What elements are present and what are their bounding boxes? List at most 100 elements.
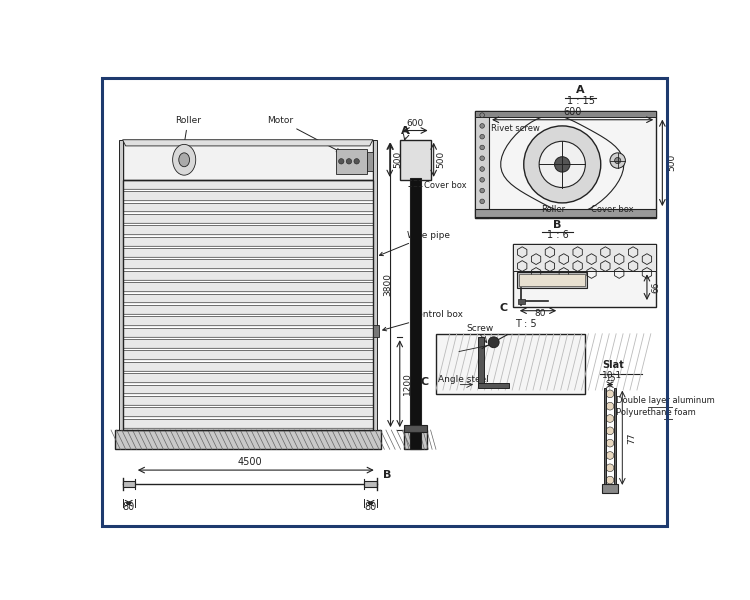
Text: 600: 600 <box>406 119 424 128</box>
Circle shape <box>480 156 484 161</box>
Bar <box>122 328 373 337</box>
Bar <box>122 225 373 234</box>
Text: T : 5: T : 5 <box>514 319 536 329</box>
Bar <box>336 149 367 173</box>
Circle shape <box>480 124 484 128</box>
Text: 77: 77 <box>628 432 637 443</box>
Bar <box>476 110 656 218</box>
Circle shape <box>480 188 484 193</box>
Bar <box>122 396 373 405</box>
Circle shape <box>606 403 613 410</box>
Text: B: B <box>382 470 392 480</box>
Text: 500: 500 <box>393 151 402 169</box>
Bar <box>122 180 373 188</box>
Bar <box>604 388 606 488</box>
Bar <box>436 334 584 394</box>
Bar <box>513 244 656 307</box>
Circle shape <box>354 158 359 164</box>
Text: Double layer aluminum: Double layer aluminum <box>616 396 715 405</box>
Circle shape <box>338 158 344 164</box>
Circle shape <box>614 157 621 164</box>
Text: 1 : 15: 1 : 15 <box>567 97 595 106</box>
Text: A: A <box>401 125 410 136</box>
Circle shape <box>480 199 484 203</box>
Ellipse shape <box>178 153 190 167</box>
Bar <box>122 350 373 359</box>
Bar <box>518 299 525 304</box>
Text: 80: 80 <box>534 309 546 318</box>
Text: Wire pipe: Wire pipe <box>380 230 451 256</box>
Text: Motor: Motor <box>267 116 340 152</box>
Circle shape <box>606 427 613 434</box>
Ellipse shape <box>172 145 196 175</box>
Bar <box>373 325 379 337</box>
Circle shape <box>539 141 585 187</box>
Circle shape <box>606 439 613 447</box>
Text: 66: 66 <box>652 281 661 293</box>
Text: Screw: Screw <box>466 324 494 333</box>
Bar <box>517 272 587 287</box>
Text: 3800: 3800 <box>382 274 392 296</box>
Circle shape <box>606 452 613 460</box>
Bar <box>122 191 373 200</box>
Text: Roller: Roller <box>175 116 201 150</box>
Bar <box>478 337 484 386</box>
Text: B: B <box>554 220 562 230</box>
Text: 4500: 4500 <box>237 457 262 467</box>
Text: C: C <box>499 303 507 313</box>
Bar <box>122 385 373 394</box>
Text: 600: 600 <box>563 107 582 117</box>
Circle shape <box>606 476 613 484</box>
Circle shape <box>480 167 484 172</box>
Bar <box>118 140 122 430</box>
Bar <box>614 388 616 488</box>
Bar <box>404 425 427 431</box>
Circle shape <box>610 153 626 168</box>
Circle shape <box>606 390 613 398</box>
Text: 1200: 1200 <box>403 372 412 395</box>
Bar <box>122 140 373 180</box>
Text: Cover box: Cover box <box>591 205 633 214</box>
Bar <box>122 305 373 314</box>
Bar <box>122 214 373 223</box>
Circle shape <box>346 158 352 164</box>
Circle shape <box>606 464 613 472</box>
Bar <box>122 316 373 325</box>
Text: 500: 500 <box>667 154 676 172</box>
Text: Polyurethane foam: Polyurethane foam <box>616 409 696 418</box>
Bar <box>400 140 430 180</box>
Bar <box>122 407 373 416</box>
Text: 10:1: 10:1 <box>602 371 622 380</box>
Bar <box>476 110 656 116</box>
Bar <box>122 293 373 302</box>
Bar <box>122 481 135 487</box>
Text: 1 : 6: 1 : 6 <box>547 230 568 241</box>
Text: 500: 500 <box>436 151 445 169</box>
Text: Cover box: Cover box <box>424 181 467 190</box>
Bar <box>122 248 373 257</box>
Text: Roller: Roller <box>542 205 566 214</box>
Circle shape <box>480 145 484 150</box>
Bar <box>410 178 421 449</box>
Text: 80: 80 <box>364 502 376 512</box>
Text: 80: 80 <box>122 502 135 512</box>
Bar <box>404 430 427 449</box>
Bar <box>364 481 376 487</box>
Bar <box>478 383 509 388</box>
Bar <box>122 282 373 291</box>
Bar <box>122 339 373 348</box>
Bar <box>122 236 373 245</box>
Circle shape <box>554 157 570 172</box>
Bar <box>122 373 373 382</box>
Bar <box>122 271 373 280</box>
Bar <box>122 203 373 211</box>
Text: 15: 15 <box>604 374 615 383</box>
Text: A: A <box>577 85 585 95</box>
Bar <box>122 180 373 430</box>
Text: Angle steel: Angle steel <box>438 376 489 385</box>
Bar <box>115 430 380 449</box>
Circle shape <box>480 134 484 139</box>
Bar <box>373 140 376 430</box>
Bar <box>367 152 373 170</box>
Bar <box>476 209 656 217</box>
